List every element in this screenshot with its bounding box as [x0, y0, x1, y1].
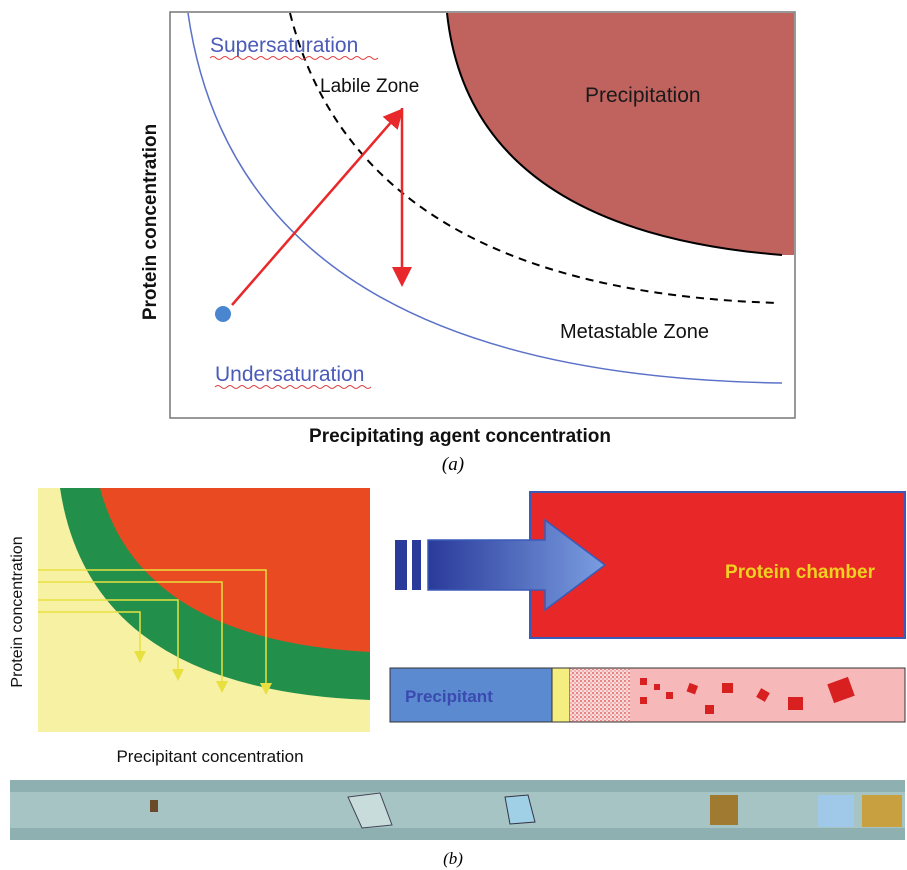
gel-segment: [552, 668, 570, 722]
capillary-core: [10, 792, 905, 828]
panel-b-phase: Protein concentration Precipitant concen…: [9, 488, 370, 766]
y-axis-label: Protein concentration: [140, 124, 161, 320]
x-axis-label: Precipitating agent concentration: [309, 426, 611, 447]
figure: Supersaturation Labile Zone Precipitatio…: [0, 0, 907, 870]
chamber-label: Protein chamber: [725, 562, 876, 583]
flow-bar: [395, 540, 407, 590]
crystal: [862, 795, 902, 827]
crystal: [150, 800, 158, 812]
undersaturation-label: Undersaturation: [215, 363, 364, 386]
y-axis-label: Protein concentration: [9, 536, 26, 687]
micrograph: (b): [10, 780, 905, 868]
nucleation-segment: [570, 669, 630, 721]
crystal: [710, 795, 738, 825]
caption-b: (b): [443, 849, 463, 868]
crystal: [818, 795, 854, 827]
x-axis-label: Precipitant concentration: [116, 747, 303, 766]
caption-a: (a): [442, 454, 464, 475]
metastable-label: Metastable Zone: [560, 321, 709, 343]
panel-b-chip: Protein chamber Precipitant: [390, 492, 905, 722]
flow-bar: [412, 540, 421, 590]
labile-zone-label: Labile Zone: [320, 76, 419, 97]
start-point: [215, 306, 231, 322]
precipitation-label: Precipitation: [585, 84, 701, 107]
panel-a: Supersaturation Labile Zone Precipitatio…: [140, 12, 795, 475]
precipitant-label: Precipitant: [405, 687, 493, 706]
supersaturation-label: Supersaturation: [210, 34, 358, 57]
